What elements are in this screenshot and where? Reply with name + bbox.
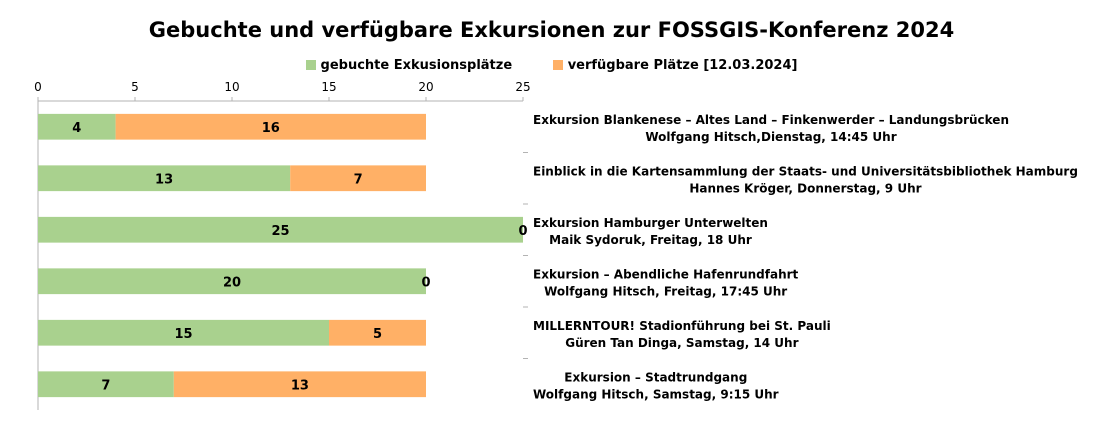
category-label-subtitle: Maik Sydoruk, Freitag, 18 Uhr (549, 233, 752, 247)
x-tick-label: 0 (34, 80, 42, 94)
category-label-subtitle: Wolfgang Hitsch, Freitag, 17:45 Uhr (544, 284, 787, 298)
category-label-title: MILLERNTOUR! Stadionführung bei St. Paul… (533, 319, 831, 333)
data-label-booked: 15 (174, 327, 192, 342)
category-label-title: Exkursion – Abendliche Hafenrundfahrt (533, 267, 799, 281)
legend-label-available: verfügbare Plätze [12.03.2024] (567, 58, 798, 73)
category-label-title: Exkursion – Stadtrundgang (564, 370, 747, 384)
legend-label-booked: gebuchte Exkusionsplätze (320, 58, 513, 73)
bar-booked (38, 165, 291, 192)
bar-booked (38, 216, 523, 243)
data-label-available: 0 (421, 275, 430, 290)
data-label-available: 5 (373, 327, 382, 342)
category-label-subtitle: Güren Tan Dinga, Samstag, 14 Uhr (565, 336, 798, 350)
bar-booked (38, 371, 174, 398)
data-label-booked: 7 (101, 378, 110, 393)
legend-item-booked: gebuchte Exkusionsplätze (305, 58, 513, 73)
x-tick-label: 5 (131, 80, 139, 94)
data-label-available: 16 (262, 121, 280, 136)
bar-booked (38, 319, 329, 346)
category-label-subtitle: Wolfgang Hitsch,Dienstag, 14:45 Uhr (645, 130, 896, 144)
data-label-booked: 25 (271, 224, 289, 239)
data-label-booked: 20 (223, 275, 241, 290)
data-label-booked: 13 (155, 172, 173, 187)
chart-legend: gebuchte Exkusionsplätze verfügbare Plät… (0, 58, 1103, 73)
category-label-subtitle: Wolfgang Hitsch, Samstag, 9:15 Uhr (533, 387, 779, 401)
legend-swatch-available (552, 59, 563, 70)
legend-swatch-booked (305, 59, 316, 70)
legend-item-available: verfügbare Plätze [12.03.2024] (552, 58, 798, 73)
bar-available (173, 371, 426, 398)
x-tick-label: 25 (515, 80, 530, 94)
bar-available (329, 319, 426, 346)
bar-available (290, 165, 426, 192)
category-label-title: Exkursion Blankenese – Altes Land – Fink… (533, 113, 1009, 127)
bar-booked (38, 268, 426, 295)
data-label-available: 7 (354, 172, 363, 187)
category-label-title: Exkursion Hamburger Unterwelten (533, 216, 768, 230)
data-label-booked: 4 (72, 121, 81, 136)
data-label-available: 0 (518, 224, 527, 239)
chart-title: Gebuchte und verfügbare Exkursionen zur … (148, 18, 955, 42)
category-label-subtitle: Hannes Kröger, Donnerstag, 9 Uhr (689, 181, 921, 195)
bar-booked (38, 113, 116, 140)
x-tick-label: 20 (418, 80, 433, 94)
bar-available (115, 113, 426, 140)
x-tick-label: 15 (321, 80, 336, 94)
x-tick-label: 10 (224, 80, 239, 94)
category-label-title: Einblick in die Kartensammlung der Staat… (533, 164, 1078, 178)
data-label-available: 13 (291, 378, 309, 393)
